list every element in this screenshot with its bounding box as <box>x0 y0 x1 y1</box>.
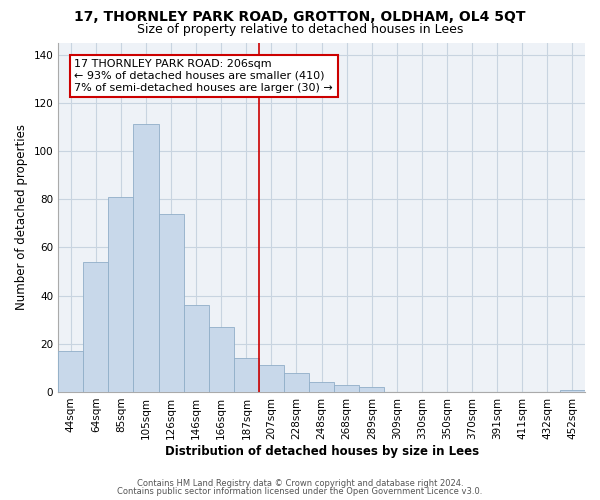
Text: Size of property relative to detached houses in Lees: Size of property relative to detached ho… <box>137 22 463 36</box>
Bar <box>560 390 585 392</box>
Bar <box>58 351 83 392</box>
Text: Contains HM Land Registry data © Crown copyright and database right 2024.: Contains HM Land Registry data © Crown c… <box>137 478 463 488</box>
Bar <box>309 382 334 392</box>
Bar <box>334 384 359 392</box>
Bar <box>158 214 184 392</box>
Text: 17, THORNLEY PARK ROAD, GROTTON, OLDHAM, OL4 5QT: 17, THORNLEY PARK ROAD, GROTTON, OLDHAM,… <box>74 10 526 24</box>
Y-axis label: Number of detached properties: Number of detached properties <box>15 124 28 310</box>
Bar <box>209 327 234 392</box>
Bar <box>234 358 259 392</box>
Bar <box>184 305 209 392</box>
Bar <box>359 387 385 392</box>
Bar <box>133 124 158 392</box>
Bar <box>83 262 109 392</box>
Bar <box>109 196 133 392</box>
Text: Contains public sector information licensed under the Open Government Licence v3: Contains public sector information licen… <box>118 487 482 496</box>
Text: 17 THORNLEY PARK ROAD: 206sqm
← 93% of detached houses are smaller (410)
7% of s: 17 THORNLEY PARK ROAD: 206sqm ← 93% of d… <box>74 60 333 92</box>
Bar <box>259 366 284 392</box>
Bar <box>284 372 309 392</box>
X-axis label: Distribution of detached houses by size in Lees: Distribution of detached houses by size … <box>164 444 479 458</box>
